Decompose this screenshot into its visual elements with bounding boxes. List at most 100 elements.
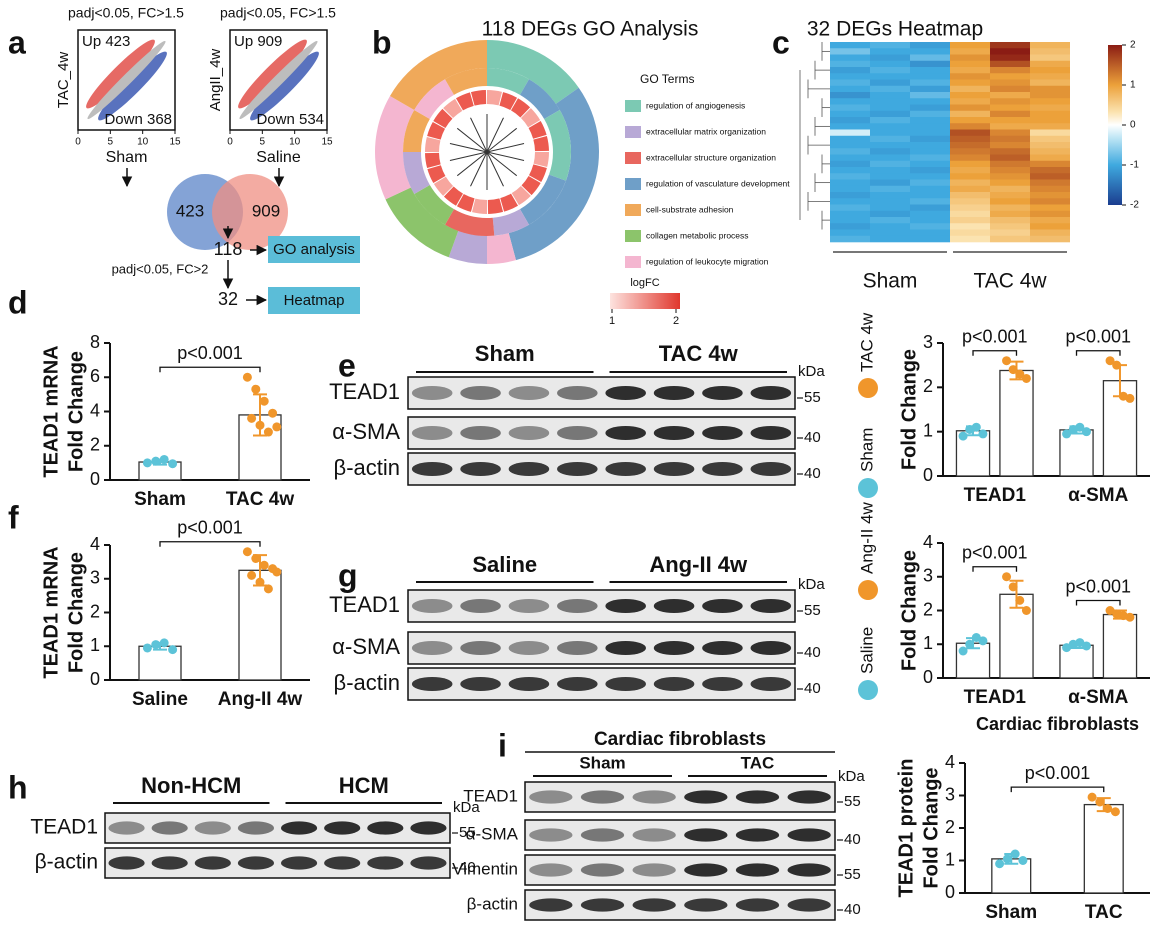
marker-label: 55 xyxy=(459,824,476,841)
heatmap-cell xyxy=(870,185,910,193)
dendrogram xyxy=(470,151,488,187)
heatmap-cell xyxy=(1030,117,1070,124)
data-point xyxy=(1087,792,1097,802)
heatmap-cell xyxy=(870,60,910,68)
data-point xyxy=(995,859,1005,869)
y-tick-label: 3 xyxy=(923,566,933,586)
heatmap-cell xyxy=(1030,192,1070,199)
blot-band xyxy=(556,425,598,441)
data-point xyxy=(263,584,273,594)
x-tick-label: 10 xyxy=(289,137,301,148)
blot-band xyxy=(735,828,780,842)
heatmap-cell xyxy=(870,173,910,180)
heatmap-cell xyxy=(950,129,990,137)
x-tick-label: TEAD1 xyxy=(964,687,1027,708)
scatter-cloud xyxy=(239,40,318,120)
legend-swatch xyxy=(625,256,641,268)
heatmap-cell xyxy=(950,160,990,168)
heatmap-cell xyxy=(830,179,870,187)
blot-strip xyxy=(524,781,836,813)
blot-band xyxy=(702,640,743,656)
group-label: Sham xyxy=(863,270,918,293)
heatmap-cell xyxy=(870,117,910,124)
heatmap-cell xyxy=(950,48,990,55)
heatmap-cell xyxy=(830,79,870,87)
blot-band xyxy=(460,640,501,656)
data-point xyxy=(259,396,269,406)
heatmap-cell xyxy=(1030,223,1070,230)
scale-tick-label: 1 xyxy=(1130,80,1136,91)
heatmap-cell xyxy=(990,73,1030,80)
blot-band xyxy=(750,385,792,401)
scatter-cloud-down xyxy=(250,51,319,121)
heatmap-cell xyxy=(870,98,910,105)
blot-band xyxy=(411,425,453,441)
blot-band xyxy=(580,863,625,877)
blot-band xyxy=(702,676,743,692)
heatmap-cell xyxy=(1030,123,1070,130)
heatmap-cell xyxy=(990,129,1030,137)
y-tick-label: 3 xyxy=(90,568,100,588)
heatmap-cell xyxy=(1030,48,1070,55)
group-label: Ang-II 4w xyxy=(649,552,748,577)
blot-band xyxy=(508,461,550,477)
legend-swatch xyxy=(625,100,641,112)
legend-marker xyxy=(858,680,878,700)
heatmap-cell xyxy=(950,79,990,87)
error-bar xyxy=(153,641,167,651)
color-scale xyxy=(1108,45,1122,205)
heatmap-cell xyxy=(870,142,910,149)
blot-band xyxy=(367,821,404,835)
heatmap-cell xyxy=(870,73,910,80)
heatmap-cell xyxy=(1030,173,1070,180)
x-tick-label: Sham xyxy=(134,489,186,510)
logfc-ring xyxy=(533,152,549,167)
heatmap-cell xyxy=(910,198,950,205)
heatmap-cell xyxy=(910,148,950,155)
blot-band xyxy=(702,425,743,441)
heatmap-cell xyxy=(830,92,870,99)
y-tick-label: 4 xyxy=(923,532,933,552)
annotation: p<0.001 xyxy=(177,343,243,363)
blot-band xyxy=(556,640,598,656)
data-point xyxy=(247,413,257,423)
heatmap-cell xyxy=(990,192,1030,199)
go-ring-mid xyxy=(403,110,430,152)
y-tick-label: 4 xyxy=(90,400,100,420)
heatmap-cell xyxy=(1030,92,1070,99)
heatmap-cell xyxy=(910,185,950,193)
heatmap-cell xyxy=(950,135,990,143)
logfc-ring xyxy=(487,198,504,214)
error-bar xyxy=(1004,853,1019,865)
y-tick-label: 0 xyxy=(945,882,955,902)
group-label: Sham xyxy=(475,341,535,366)
logfc-ring xyxy=(470,90,487,106)
blot-band xyxy=(632,790,676,804)
heatmap-cell xyxy=(910,160,950,168)
heatmap-cell xyxy=(910,117,950,124)
row-label: β-actin xyxy=(35,851,98,874)
panel-letter: e xyxy=(338,347,356,383)
marker-label: 40 xyxy=(459,859,476,876)
group-label: TAC 4w xyxy=(973,270,1047,293)
blot-band xyxy=(750,461,792,477)
blot-band xyxy=(580,828,625,842)
blot-band xyxy=(411,598,453,614)
logfc-ring xyxy=(433,108,453,128)
blot-band xyxy=(605,598,647,614)
marker-label: 55 xyxy=(804,389,821,406)
heatmap-cell xyxy=(990,160,1030,168)
heatmap-cell xyxy=(910,98,950,105)
dendrogram xyxy=(456,151,488,177)
heatmap-cell xyxy=(830,198,870,205)
x-tick-label: TEAD1 xyxy=(964,485,1027,506)
blot-band xyxy=(653,598,695,614)
group-label: TAC 4w xyxy=(659,341,739,366)
row-label: TEAD1 xyxy=(329,379,400,404)
y-tick-label: 1 xyxy=(923,420,933,440)
blot-strip xyxy=(524,819,836,851)
blot-band xyxy=(529,898,573,912)
data-point xyxy=(268,408,278,418)
heatmap-cell xyxy=(1030,110,1070,118)
